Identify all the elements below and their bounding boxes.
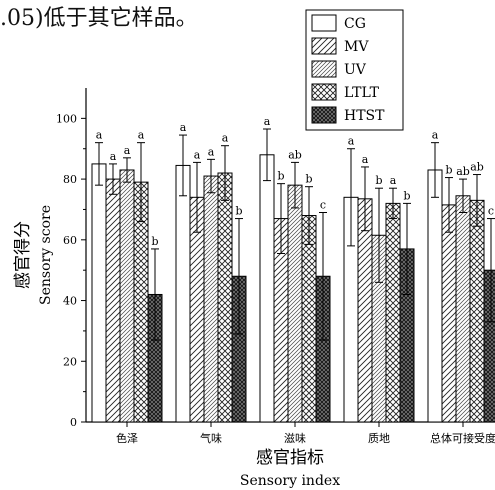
bar-cg-0	[91, 163, 107, 423]
bar-uv-1	[203, 175, 219, 423]
significance-letter: a	[432, 129, 439, 142]
significance-letter: ab	[288, 148, 302, 161]
bar-mv-0	[105, 178, 121, 423]
significance-letter: a	[208, 145, 215, 158]
x-axis-title-en: Sensory index	[240, 473, 340, 489]
significance-letter: a	[390, 174, 397, 187]
legend-label-uv: UV	[344, 62, 367, 78]
legend-label-htst: HTST	[344, 108, 385, 124]
bar-ltlt-1	[217, 172, 233, 423]
legend-swatch-htst	[311, 106, 337, 124]
significance-letter: a	[348, 135, 355, 148]
significance-letter: ab	[456, 165, 470, 178]
significance-letter: b	[403, 189, 410, 202]
y-tick-label: 100	[56, 112, 77, 125]
significance-letter: a	[194, 148, 201, 161]
legend-swatch-mv	[311, 37, 337, 55]
bar-uv-0	[119, 169, 135, 423]
significance-letter: b	[445, 164, 452, 177]
x-tick-label: 气味	[200, 431, 222, 445]
x-tick-label: 色泽	[116, 431, 138, 445]
bar-uv-2	[287, 184, 303, 423]
significance-letter: c	[488, 205, 494, 218]
bar-mv-3	[357, 198, 373, 423]
bar-cg-1	[175, 164, 191, 423]
y-tick-label: 80	[63, 173, 77, 186]
significance-letter: a	[222, 132, 229, 145]
legend-label-cg: CG	[344, 16, 366, 32]
legend-label-ltlt: LTLT	[344, 85, 380, 101]
significance-letter: b	[151, 235, 158, 248]
legend: CG MV UV LTLT HTST	[305, 9, 404, 131]
bar-htst-4	[483, 269, 495, 423]
bar-ltlt-2	[301, 215, 317, 423]
x-axis-title-cn: 感官指标	[256, 448, 324, 468]
y-tick-label: 20	[63, 355, 77, 368]
significance-letter: a	[124, 144, 131, 157]
significance-letter: b	[305, 173, 312, 186]
y-tick-label: 0	[70, 416, 77, 429]
x-tick-label: 质地	[368, 432, 390, 445]
significance-letter: b	[375, 174, 382, 187]
legend-swatch-cg	[311, 14, 337, 32]
legend-label-mv: MV	[344, 39, 369, 55]
x-tick-label: 滋味	[284, 432, 306, 445]
bar-cg-4	[427, 169, 443, 423]
bar-mv-4	[441, 204, 457, 423]
y-tick-label: 40	[63, 295, 77, 308]
significance-letter: a	[180, 121, 187, 134]
legend-swatch-uv	[311, 60, 337, 78]
significance-letter: a	[96, 129, 103, 142]
body-text-snippet: .05)低于其它样品。	[0, 6, 198, 31]
x-tick-label: 总体可接受度	[430, 431, 495, 445]
bar-ltlt-4	[469, 199, 485, 423]
significance-letter: c	[320, 198, 326, 211]
significance-letter: a	[362, 153, 369, 166]
bar-ltlt-3	[385, 202, 401, 423]
bar-cg-2	[259, 154, 275, 423]
significance-letter: a	[110, 150, 117, 163]
significance-letter: b	[277, 170, 284, 183]
significance-letter: a	[264, 115, 271, 128]
significance-letter: a	[138, 129, 145, 142]
y-axis-title-en: Sensory score	[38, 205, 54, 305]
significance-letter: ab	[470, 161, 484, 174]
bar-uv-4	[455, 195, 471, 423]
y-axis-title-cn: 感官得分	[13, 221, 33, 289]
y-tick-label: 60	[63, 234, 77, 247]
legend-swatch-ltlt	[311, 83, 337, 101]
significance-letter: b	[235, 205, 242, 218]
